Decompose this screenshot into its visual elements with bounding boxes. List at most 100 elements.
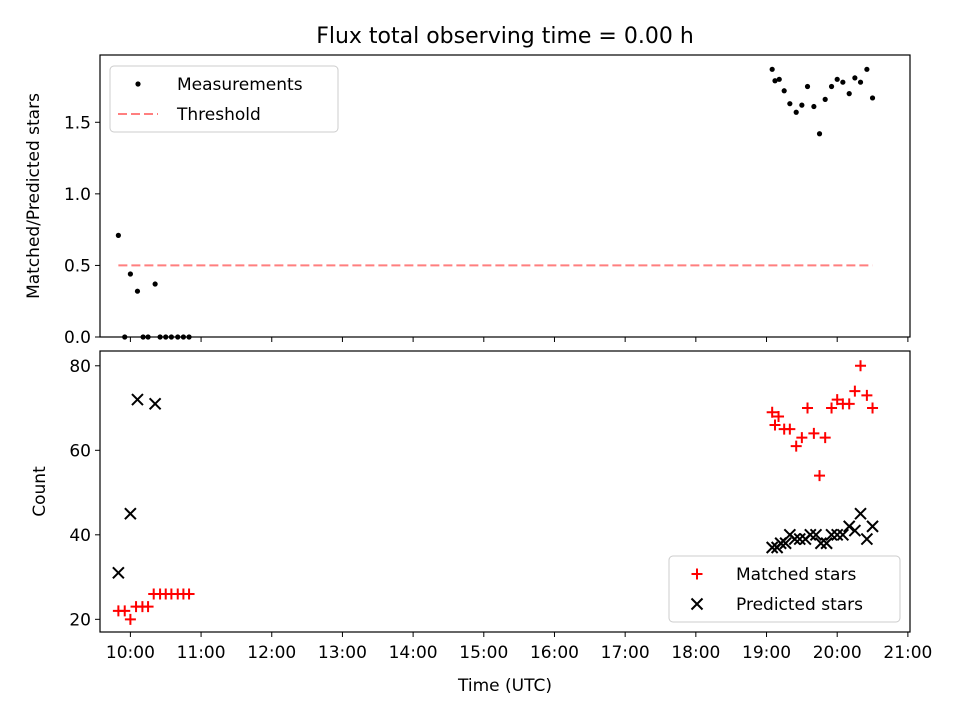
data-point: [124, 613, 136, 625]
data-point: [854, 507, 867, 520]
data-point: [843, 398, 855, 410]
data-point: [779, 537, 792, 550]
data-point: [860, 532, 874, 546]
legend-label: Threshold: [176, 105, 261, 125]
data-point: [867, 402, 879, 414]
y-tick-label: 0.0: [64, 328, 91, 348]
data-point: [861, 389, 873, 401]
legend-box: [109, 65, 339, 133]
data-point: [852, 75, 858, 81]
data-point: [127, 271, 133, 277]
count-panel: 10:00 11:00 12:00 13:00 14:00 15:00 16:00 17:00…: [30, 350, 932, 663]
x-tick-label: 16:00: [530, 643, 579, 663]
data-point: [816, 131, 823, 137]
legend-marker: [690, 597, 704, 611]
data-point: [766, 406, 778, 418]
plot-frame: [99, 54, 911, 338]
y-tick-label: 20: [69, 610, 91, 630]
data-point: [869, 95, 876, 101]
data-point: [840, 79, 846, 85]
data-point: [769, 419, 781, 431]
ratio-panel: 0.0 0.5 1.0 1.5 Matched/Predicted stars Measu…: [24, 54, 911, 348]
x-tick-label: 14:00: [389, 643, 438, 663]
data-point: [802, 402, 814, 414]
data-point: [828, 83, 835, 90]
data-point: [134, 288, 141, 294]
legend-label: Predicted stars: [736, 595, 863, 615]
data-point: [857, 79, 864, 85]
y-tick-label: 0.5: [64, 256, 91, 276]
y-tick-label: 40: [69, 526, 91, 546]
data-point: [788, 532, 801, 546]
data-point: [843, 520, 856, 533]
data-point: [830, 528, 844, 542]
data-point: [866, 520, 879, 533]
data-point: [115, 232, 121, 238]
y-tick-label: 80: [69, 357, 91, 377]
legend-label: Matched stars: [736, 565, 856, 585]
data-point: [784, 423, 796, 435]
data-point: [772, 78, 778, 84]
legend-marker: [691, 568, 703, 580]
data-point: [836, 528, 850, 542]
chart-title: Flux total observing time = 0.00 h: [316, 24, 694, 49]
data-point: [183, 588, 195, 600]
data-point: [776, 76, 782, 82]
data-point: [142, 601, 154, 613]
data-point: [808, 427, 820, 439]
x-tick-label: 19:00: [742, 643, 791, 663]
data-point: [131, 393, 144, 406]
data-point: [787, 101, 793, 107]
plot-frame: [99, 350, 911, 633]
y-tick-label: 1.5: [64, 113, 91, 133]
x-tick-label: 21:00: [883, 643, 932, 663]
data-point: [811, 103, 817, 110]
data-point: [796, 432, 808, 444]
legend-marker: [135, 81, 141, 87]
legend: Matched stars Predicted stars: [668, 555, 901, 623]
data-point: [846, 91, 852, 97]
data-point: [831, 394, 843, 406]
legend-label: Measurements: [177, 75, 303, 95]
data-point: [152, 281, 158, 287]
data-point: [855, 360, 867, 372]
data-point: [804, 83, 811, 90]
data-point: [112, 566, 125, 580]
data-point: [822, 96, 828, 102]
data-point: [793, 532, 806, 546]
x-tick-label: 17:00: [601, 643, 650, 663]
data-point: [119, 605, 131, 617]
y-axis-label: Count: [30, 466, 50, 517]
x-tick-label: 15:00: [459, 643, 508, 663]
x-tick-label: 13:00: [318, 643, 367, 663]
x-tick-label: 10:00: [106, 643, 155, 663]
legend: Measurements Threshold: [109, 65, 339, 133]
data-point: [849, 385, 861, 397]
data-point: [826, 402, 838, 414]
data-point: [148, 397, 162, 411]
data-point: [781, 88, 787, 94]
y-tick-label: 1.0: [64, 185, 91, 205]
data-point: [799, 102, 805, 108]
x-axis-label: Time (UTC): [457, 676, 552, 696]
x-tick-label: 18:00: [671, 643, 720, 663]
y-axis-label: Matched/Predicted stars: [24, 93, 44, 299]
data-point: [864, 66, 870, 72]
data-point: [765, 541, 779, 554]
data-point: [804, 528, 817, 542]
data-point: [769, 66, 775, 72]
data-point: [820, 537, 833, 550]
data-point: [834, 76, 840, 82]
data-point: [773, 410, 785, 422]
data-point: [809, 528, 823, 542]
data-point: [825, 528, 838, 542]
data-point: [848, 524, 862, 537]
x-tick-label: 11:00: [177, 643, 226, 663]
x-tick-label: 20:00: [813, 643, 862, 663]
data-point: [819, 432, 831, 444]
x-tick-label: 12:00: [247, 643, 296, 663]
data-point: [814, 470, 826, 482]
data-point: [124, 507, 137, 520]
data-point: [793, 109, 799, 115]
